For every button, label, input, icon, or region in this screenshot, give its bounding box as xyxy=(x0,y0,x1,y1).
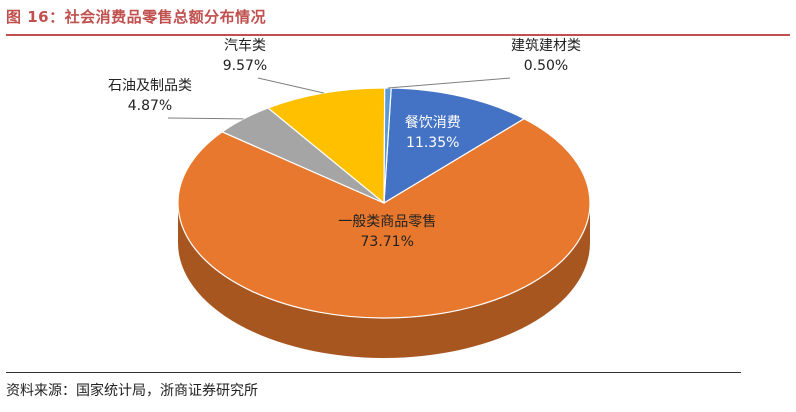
slice-4-value-label: 0.50% xyxy=(524,58,568,74)
slice-4-label: 建筑建材类 xyxy=(511,38,581,54)
title-rule xyxy=(6,34,790,36)
slice-3-label: 汽车类 xyxy=(224,37,266,54)
slice-2-leader-line xyxy=(167,117,244,120)
slice-2-label: 石油及制品类 xyxy=(108,78,192,94)
pie-labels: 餐饮消费 11.35% 一般类商品零售 73.71% 石油及制品类 4.87% 汽车类 9.5… xyxy=(108,37,581,250)
slice-0-label: 餐饮消费 xyxy=(405,115,461,131)
slice-3-value-label: 9.57% xyxy=(223,58,267,74)
slice-0-value-label: 11.35% xyxy=(406,135,459,151)
figure-title: 图 16：社会消费品零售总额分布情况 xyxy=(6,8,267,26)
pie-side-layer xyxy=(178,203,590,358)
source-rule xyxy=(6,372,741,373)
slice-1-top xyxy=(177,118,591,319)
slice-4-leader-line xyxy=(387,77,511,89)
pie-chart: 餐饮消费 11.35% 一般类商品零售 73.71% 石油及制品类 4.87% 汽车类 9.5… xyxy=(108,37,591,358)
pie-top-layer xyxy=(177,87,591,319)
slice-1-label: 一般类商品零售 xyxy=(338,214,436,230)
slice-1-side xyxy=(178,203,590,358)
slice-3-leader-line xyxy=(257,77,324,94)
slice-3-top xyxy=(266,87,386,205)
slice-0-top xyxy=(383,87,526,205)
pie-leader-lines xyxy=(167,77,511,120)
slice-1-value-label: 73.71% xyxy=(361,234,414,250)
source-note: 资料来源：国家统计局，浙商证券研究所 xyxy=(6,383,258,399)
slice-2-value-label: 4.87% xyxy=(128,98,172,114)
